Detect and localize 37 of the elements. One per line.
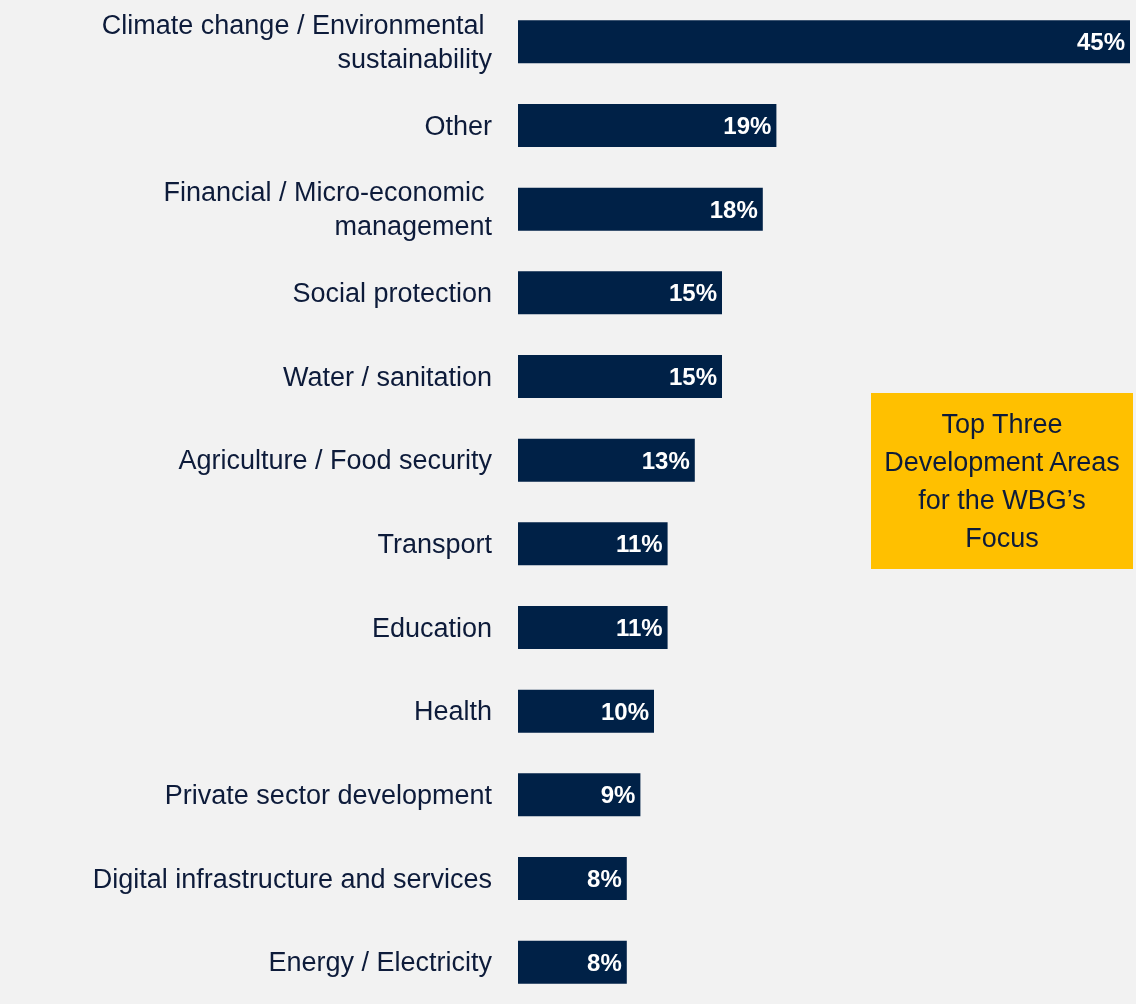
bar xyxy=(518,355,722,398)
y-tick-label: Health xyxy=(413,696,492,727)
data-label: 8% xyxy=(587,865,622,892)
data-label: 45% xyxy=(1076,28,1125,56)
data-label: 13% xyxy=(641,446,690,474)
y-tick-label: Financial / Micro-economic management xyxy=(163,177,493,242)
y-tick-label: Other xyxy=(424,110,492,141)
y-tick-label: Transport xyxy=(377,528,493,559)
data-label: 11% xyxy=(615,614,663,641)
bar xyxy=(518,20,1130,64)
data-label: 11% xyxy=(615,530,663,558)
data-label: 15% xyxy=(668,279,717,307)
bar xyxy=(518,104,777,147)
y-tick-label: Private sector development xyxy=(164,779,493,810)
data-label: 8% xyxy=(587,948,622,976)
bar xyxy=(518,271,722,315)
bar xyxy=(518,857,627,900)
y-tick-label: Social protection xyxy=(292,277,492,308)
data-label: 18% xyxy=(709,195,758,223)
bar xyxy=(518,606,668,649)
annotation: Top Three Development Areas for the WBG’s Focus xyxy=(871,393,1133,569)
y-tick-label: Water / sanitation xyxy=(282,361,492,392)
bar xyxy=(518,940,627,984)
bar xyxy=(518,522,668,566)
y-tick-label: Education xyxy=(371,612,492,643)
data-label: 10% xyxy=(600,697,649,725)
y-tick-label: Agriculture / Food security xyxy=(178,445,493,476)
bar xyxy=(518,773,641,817)
data-label: 19% xyxy=(723,112,772,139)
bar xyxy=(518,438,695,482)
y-tick-label: Digital infrastructure and services xyxy=(92,863,492,894)
bar xyxy=(518,689,654,733)
data-label: 15% xyxy=(668,363,717,390)
y-tick-label: Climate change / Environmental sustainability xyxy=(101,9,493,74)
y-tick-label: Energy / Electricity xyxy=(268,947,493,978)
data-label: 9% xyxy=(600,781,636,809)
bar xyxy=(518,187,763,231)
